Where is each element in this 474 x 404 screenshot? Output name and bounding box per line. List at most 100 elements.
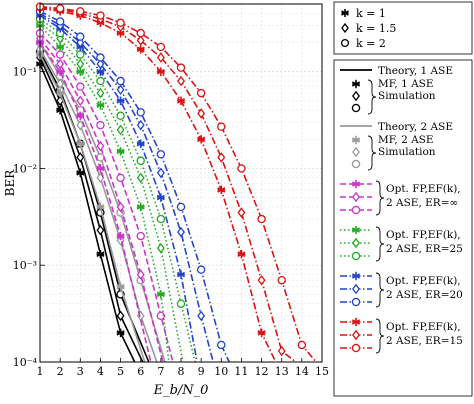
diamond-shape: [116, 201, 125, 213]
diamond-marker: [136, 172, 145, 184]
legend-brace: [375, 318, 385, 354]
circle-marker: [96, 53, 105, 62]
circle-shape: [257, 214, 266, 224]
circle-marker: [196, 265, 206, 274]
circle-shape: [136, 28, 145, 38]
diamond-shape: [76, 152, 85, 163]
diamond-marker: [197, 108, 206, 119]
x-tick-label: 12: [255, 365, 269, 378]
legend-title: Theory, 2 ASE: [378, 121, 453, 133]
circle-marker: [176, 299, 186, 308]
diamond-marker: [352, 237, 360, 249]
diamond-marker: [136, 269, 145, 280]
asterisk-marker: [76, 111, 85, 120]
circle-marker: [217, 340, 226, 350]
diamond-shape: [96, 87, 105, 99]
series-theory2-k1.5: [36, 44, 158, 363]
diamond-shape: [56, 78, 65, 90]
circle-shape: [76, 32, 85, 41]
k-legend-label: k = 2: [356, 37, 386, 50]
diamond-marker: [56, 78, 65, 90]
x-tick-label: 4: [97, 365, 104, 378]
legend-brace: [375, 180, 385, 216]
circle-marker: [351, 343, 361, 353]
asterisk-marker: [257, 328, 266, 338]
diamond-marker: [352, 146, 360, 158]
circle-marker: [76, 82, 85, 91]
legend-brace: [367, 135, 377, 171]
diamond-shape: [352, 237, 360, 249]
asterisk-marker: [136, 202, 145, 212]
diamond-marker: [96, 87, 105, 99]
circle-shape: [217, 340, 226, 350]
circle-marker: [136, 28, 145, 38]
diamond-marker: [76, 95, 85, 107]
circle-shape: [76, 50, 85, 59]
circle-marker: [156, 214, 166, 224]
k-legend-label: k = 1.5: [356, 22, 396, 35]
k-legend-label: k = 1: [356, 7, 386, 20]
asterisk-marker: [197, 135, 206, 144]
asterisk-marker: [76, 168, 85, 178]
circle-marker: [351, 159, 361, 169]
series-line: [39, 54, 146, 363]
series-theory2-k1: [35, 50, 146, 363]
legend-brace: [367, 79, 377, 115]
circle-marker: [351, 205, 361, 215]
diamond-shape: [96, 224, 105, 236]
series-line: [39, 7, 277, 363]
asterisk-marker: [116, 96, 125, 105]
asterisk-marker: [341, 9, 349, 17]
diamond-shape: [96, 140, 105, 152]
circle-marker: [237, 164, 246, 173]
diamond-marker: [76, 58, 85, 70]
circle-shape: [55, 4, 65, 13]
circle-marker: [176, 202, 186, 212]
circle-marker: [156, 311, 166, 321]
asterisk-marker: [351, 135, 361, 145]
asterisk-marker: [136, 139, 145, 148]
diamond-shape: [136, 269, 145, 280]
diamond-shape: [352, 90, 360, 102]
circle-marker: [297, 340, 307, 350]
circle-shape: [351, 159, 361, 169]
series-line: [39, 42, 152, 363]
asterisk-marker: [116, 231, 125, 241]
legend-label-line: 2 ASE, ER=20: [386, 289, 463, 301]
asterisk-marker: [76, 67, 85, 76]
circle-shape: [217, 122, 226, 131]
x-tick-label: 8: [178, 365, 185, 378]
circle-marker: [136, 231, 145, 241]
asterisk-marker: [56, 67, 65, 76]
series-line: [39, 22, 184, 363]
diamond-marker: [237, 207, 246, 218]
diamond-marker: [136, 35, 145, 46]
legend-label-line: Simulation: [378, 146, 436, 158]
diamond-shape: [116, 310, 125, 322]
x-tick-label: 6: [137, 365, 144, 378]
legend-label-line: 2 ASE, ER=∞: [386, 197, 458, 209]
asterisk-marker: [237, 249, 246, 259]
diamond-shape: [116, 124, 125, 136]
diamond-shape: [156, 242, 165, 254]
asterisk-marker: [156, 290, 165, 299]
x-axis-label: E_b/N_0: [153, 383, 209, 398]
asterisk-marker: [116, 328, 125, 338]
diamond-marker: [136, 119, 145, 131]
legend-box: [333, 59, 473, 397]
circle-marker: [76, 50, 85, 59]
legend-label-line: Simulation: [378, 90, 436, 102]
circle-marker: [116, 18, 125, 27]
x-tick-label: 14: [295, 365, 309, 378]
diamond-shape: [352, 191, 360, 203]
diamond-shape: [76, 95, 85, 107]
circle-shape: [116, 18, 125, 27]
circle-shape: [116, 111, 125, 120]
series-line: [39, 18, 196, 363]
diamond-marker: [76, 119, 85, 131]
y-tick-label: 10⁻¹: [13, 66, 37, 79]
asterisk-marker: [116, 28, 125, 38]
circle-shape: [136, 156, 145, 165]
